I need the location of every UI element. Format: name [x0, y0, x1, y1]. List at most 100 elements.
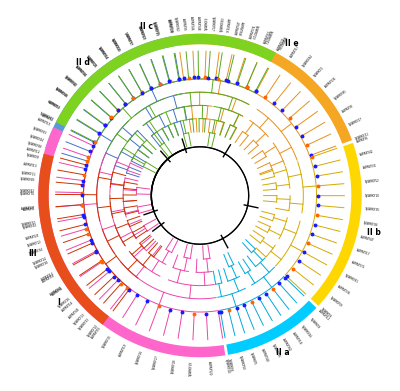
Text: TpWRKY63: TpWRKY63 — [32, 127, 47, 136]
Text: AtWRKY72: AtWRKY72 — [350, 261, 365, 270]
Text: TpWRKY8: TpWRKY8 — [309, 317, 321, 330]
Text: TpWRKY67: TpWRKY67 — [137, 25, 146, 41]
Text: AtWRKY51: AtWRKY51 — [263, 30, 272, 45]
Text: TpWRKY85: TpWRKY85 — [333, 89, 348, 101]
Text: TpWRKY5: TpWRKY5 — [249, 352, 257, 366]
Text: TpWRKY38: TpWRKY38 — [34, 260, 50, 270]
Text: TpWRKY84: TpWRKY84 — [302, 54, 314, 68]
Text: TpWRKY3: TpWRKY3 — [205, 17, 210, 30]
Text: AtWRKY12: AtWRKY12 — [26, 147, 41, 155]
Text: TpWRKY45: TpWRKY45 — [64, 75, 77, 88]
Text: AtWRKY53: AtWRKY53 — [42, 273, 56, 283]
Text: TpWRKY24: TpWRKY24 — [32, 256, 48, 265]
Text: TpWRKY66: TpWRKY66 — [54, 87, 68, 99]
Text: AtWRKY11: AtWRKY11 — [110, 38, 121, 52]
Polygon shape — [38, 127, 225, 357]
Text: AtWRKY18: AtWRKY18 — [291, 331, 302, 346]
Text: TpWRKY21: TpWRKY21 — [354, 132, 370, 141]
Text: AtWRKY46: AtWRKY46 — [189, 16, 194, 30]
Text: II d: II d — [76, 58, 89, 67]
Text: II a: II a — [276, 348, 290, 357]
Text: TpWRKY33: TpWRKY33 — [78, 317, 91, 331]
Text: AtWRKY55: AtWRKY55 — [90, 326, 102, 340]
Text: AtWRKY3: AtWRKY3 — [47, 101, 60, 111]
Text: TpWRKY81: TpWRKY81 — [344, 273, 359, 284]
Text: TpWRKY19: TpWRKY19 — [189, 361, 194, 376]
Text: TpWRKY65: TpWRKY65 — [152, 21, 160, 36]
Text: TpWRKY38: TpWRKY38 — [362, 221, 378, 228]
Text: AtWRKY27: AtWRKY27 — [21, 206, 36, 212]
Text: AtWRKY30: AtWRKY30 — [167, 18, 173, 33]
Text: TpWRKY13: TpWRKY13 — [73, 313, 86, 326]
Text: TpWRKY9: TpWRKY9 — [320, 307, 332, 319]
Text: TpWRKY35: TpWRKY35 — [364, 208, 380, 213]
Text: TpWRKY70: TpWRKY70 — [20, 192, 35, 196]
Text: AtWRKY36: AtWRKY36 — [337, 285, 351, 296]
Text: TpWRKY34: TpWRKY34 — [29, 248, 44, 256]
Text: AtWRKY74: AtWRKY74 — [249, 24, 258, 39]
Text: TpWRKY15: TpWRKY15 — [102, 334, 113, 349]
Text: TpWRKY12: TpWRKY12 — [26, 240, 42, 248]
Text: TpWRKY83: TpWRKY83 — [220, 16, 226, 32]
Text: TpWRKY27: TpWRKY27 — [349, 117, 364, 127]
Text: TpWRKY11: TpWRKY11 — [21, 170, 36, 176]
Text: AtWRKY40: AtWRKY40 — [260, 348, 269, 363]
Text: AtWRKY71: AtWRKY71 — [277, 36, 287, 51]
Text: TpWRKY50: TpWRKY50 — [238, 355, 246, 371]
Text: TpWRKY57: TpWRKY57 — [210, 16, 215, 31]
Text: TpWRKY68: TpWRKY68 — [27, 141, 42, 149]
Text: TpWRKY52: TpWRKY52 — [364, 179, 380, 184]
Text: AtWRKY45: AtWRKY45 — [68, 307, 81, 320]
Text: II e: II e — [284, 39, 298, 48]
Polygon shape — [45, 36, 174, 151]
Text: AtWRKY61: AtWRKY61 — [74, 65, 87, 78]
Text: AtWRKY4: AtWRKY4 — [52, 286, 64, 297]
Text: AtWRKY15: AtWRKY15 — [36, 118, 51, 127]
Text: TpWRKY10: TpWRKY10 — [365, 194, 380, 198]
Text: TpWRKY8: TpWRKY8 — [26, 153, 40, 160]
Text: TpWRKY56: TpWRKY56 — [271, 343, 281, 358]
Text: TpWRKY17: TpWRKY17 — [152, 355, 160, 370]
Text: TpWRKY44: TpWRKY44 — [29, 135, 44, 143]
Text: TpWRKY16: TpWRKY16 — [135, 350, 144, 365]
Polygon shape — [311, 143, 362, 306]
Text: AtWRKY43: AtWRKY43 — [54, 87, 68, 99]
Text: AtWRKY14: AtWRKY14 — [61, 300, 75, 312]
Text: AtWRKY20: AtWRKY20 — [207, 361, 212, 375]
Text: AtWRKY28: AtWRKY28 — [166, 18, 172, 33]
Text: I: I — [57, 298, 60, 307]
Text: TpWRKY36: TpWRKY36 — [276, 36, 286, 50]
Text: AtWRKY4: AtWRKY4 — [40, 114, 53, 123]
Text: TpWRKY11: TpWRKY11 — [151, 21, 159, 36]
Text: AtWRKY21: AtWRKY21 — [85, 55, 97, 68]
Text: AtWRKY9: AtWRKY9 — [181, 18, 186, 31]
Text: TpWRKY64: TpWRKY64 — [63, 75, 77, 88]
Text: AtWRKY31: AtWRKY31 — [363, 164, 378, 170]
Text: AtWRKY17: AtWRKY17 — [356, 248, 370, 256]
Text: TpWRKY2: TpWRKY2 — [313, 66, 326, 78]
Text: AtWRKY17: AtWRKY17 — [290, 45, 301, 59]
Text: TpWRKY14: TpWRKY14 — [87, 324, 99, 338]
Text: II c: II c — [140, 22, 153, 31]
Text: TpWRKY41: TpWRKY41 — [263, 29, 273, 45]
Text: TpWRKY42: TpWRKY42 — [20, 189, 35, 194]
Text: TpWRKY47: TpWRKY47 — [38, 112, 54, 122]
Text: TpWRKY26: TpWRKY26 — [74, 64, 87, 78]
Text: AtWRKY60: AtWRKY60 — [281, 337, 292, 352]
Text: TpWRKY24: TpWRKY24 — [97, 45, 109, 60]
Text: II b: II b — [366, 228, 380, 237]
Text: TpWRKY18: TpWRKY18 — [171, 359, 177, 374]
Text: AtWRKY28: AtWRKY28 — [324, 77, 337, 89]
Text: TpWRKY69: TpWRKY69 — [20, 177, 36, 182]
Text: TpWRKY20: TpWRKY20 — [224, 359, 230, 374]
Text: AtWRKY7: AtWRKY7 — [124, 33, 133, 46]
Text: AtWRKY48: AtWRKY48 — [196, 16, 200, 30]
Text: TpWRKY44: TpWRKY44 — [300, 325, 312, 339]
Text: AtWRKY19: AtWRKY19 — [118, 343, 128, 357]
Text: AtWRKY47: AtWRKY47 — [360, 235, 374, 242]
Polygon shape — [56, 34, 276, 127]
Text: TpWRKY6: TpWRKY6 — [227, 358, 233, 371]
Text: TpWRKY82: TpWRKY82 — [173, 17, 179, 32]
Text: TpWRKY77: TpWRKY77 — [123, 31, 133, 46]
Text: TpWRKY25: TpWRKY25 — [85, 54, 98, 68]
